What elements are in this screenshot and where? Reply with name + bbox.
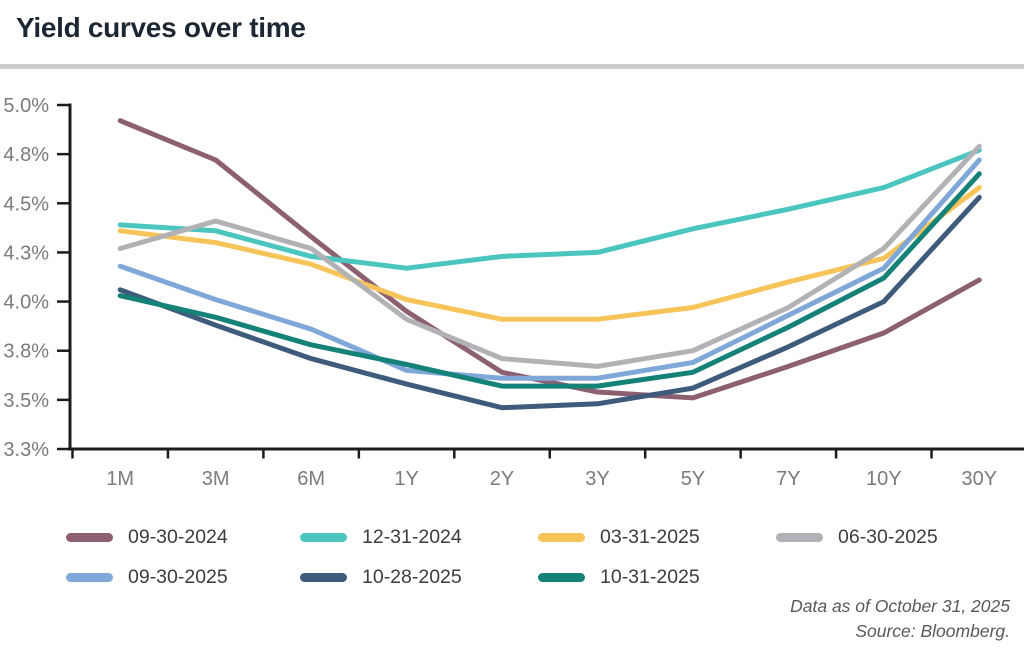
data-as-of-note: Data as of October 31, 2025 bbox=[790, 596, 1010, 616]
legend-label: 09-30-2025 bbox=[128, 565, 228, 588]
legend-label: 09-30-2024 bbox=[128, 525, 228, 548]
yield-curve-chart: 5.0% 4.8% 4.5% 4.3% 4.0% 3.8% 3.5% 3.3% 1M 3M 6M 1Y… bbox=[3, 95, 1024, 490]
series-line-09-30-2024 bbox=[117, 118, 982, 401]
x-tick-label: 2Y bbox=[490, 468, 514, 490]
x-tick-label: 30Y bbox=[961, 468, 997, 490]
y-tick-label: 3.8% bbox=[3, 341, 49, 363]
legend-swatch-icon bbox=[66, 532, 113, 542]
legend-swatch-icon bbox=[66, 572, 113, 582]
x-tick-label: 3M bbox=[202, 468, 230, 490]
legend-label: 03-31-2025 bbox=[600, 525, 700, 548]
legend-swatch-icon bbox=[300, 532, 347, 542]
legend-label: 12-31-2024 bbox=[362, 525, 462, 548]
y-tick-label: 4.8% bbox=[3, 144, 49, 166]
series-line-12-31-2024 bbox=[117, 147, 982, 271]
legend-label: 06-30-2025 bbox=[838, 525, 938, 548]
x-tick-label: 1M bbox=[106, 468, 134, 490]
y-tick-label: 4.0% bbox=[3, 292, 49, 314]
x-tick-label: 1Y bbox=[394, 468, 418, 490]
series-line-06-30-2025 bbox=[117, 143, 982, 369]
series-line-10-31-2025 bbox=[117, 171, 982, 389]
chart-legend: 09-30-2024 12-31-2024 03-31-2025 06-30-2025… bbox=[0, 522, 1024, 612]
y-tick-label: 4.3% bbox=[3, 242, 49, 264]
legend-item-10-31-2025: 10-31-2025 bbox=[538, 564, 700, 590]
y-tick-label: 3.3% bbox=[3, 439, 49, 461]
legend-swatch-icon bbox=[538, 532, 585, 542]
legend-item-09-30-2024: 09-30-2024 bbox=[66, 524, 228, 550]
legend-item-03-31-2025: 03-31-2025 bbox=[538, 524, 700, 550]
legend-row-1: 09-30-2024 12-31-2024 03-31-2025 06-30-2025 bbox=[0, 524, 1024, 550]
legend-label: 10-28-2025 bbox=[362, 565, 462, 588]
legend-item-10-28-2025: 10-28-2025 bbox=[300, 564, 462, 590]
legend-item-12-31-2024: 12-31-2024 bbox=[300, 524, 462, 550]
x-tick-label: 3Y bbox=[585, 468, 609, 490]
x-tick-label: 10Y bbox=[866, 468, 902, 490]
legend-row-2: 09-30-2025 10-28-2025 10-31-2025 bbox=[0, 564, 1024, 590]
y-tick-label: 3.5% bbox=[3, 390, 49, 412]
y-tick-label: 4.5% bbox=[3, 193, 49, 215]
y-tick-label: 5.0% bbox=[3, 95, 49, 117]
legend-item-06-30-2025: 06-30-2025 bbox=[776, 524, 938, 550]
legend-swatch-icon bbox=[776, 532, 823, 542]
series-line-03-31-2025 bbox=[117, 185, 982, 322]
chart-title: Yield curves over time bbox=[16, 12, 306, 43]
x-tick-label: 5Y bbox=[681, 468, 705, 490]
source-note: Source: Bloomberg. bbox=[855, 621, 1010, 641]
series-line-09-30-2025 bbox=[117, 157, 982, 381]
x-tick-label: 7Y bbox=[776, 468, 800, 490]
series-line-10-28-2025 bbox=[117, 194, 982, 411]
chart-footnote: Data as of October 31, 2025 Source: Bloo… bbox=[790, 594, 1010, 644]
legend-swatch-icon bbox=[300, 572, 347, 582]
legend-label: 10-31-2025 bbox=[600, 565, 700, 588]
title-divider bbox=[0, 64, 1024, 69]
legend-item-09-30-2025: 09-30-2025 bbox=[66, 564, 228, 590]
legend-swatch-icon bbox=[538, 572, 585, 582]
x-tick-label: 6M bbox=[297, 468, 325, 490]
